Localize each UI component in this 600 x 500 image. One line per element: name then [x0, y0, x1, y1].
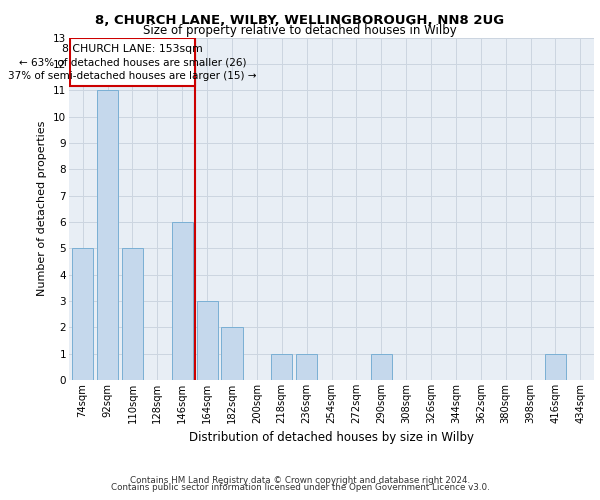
Y-axis label: Number of detached properties: Number of detached properties — [37, 121, 47, 296]
Bar — [221, 328, 242, 380]
Text: Contains public sector information licensed under the Open Government Licence v3: Contains public sector information licen… — [110, 484, 490, 492]
X-axis label: Distribution of detached houses by size in Wilby: Distribution of detached houses by size … — [189, 432, 474, 444]
Text: Contains HM Land Registry data © Crown copyright and database right 2024.: Contains HM Land Registry data © Crown c… — [130, 476, 470, 485]
Bar — [371, 354, 392, 380]
Bar — [197, 301, 218, 380]
FancyBboxPatch shape — [70, 38, 194, 86]
Text: 37% of semi-detached houses are larger (15) →: 37% of semi-detached houses are larger (… — [8, 71, 257, 81]
Bar — [545, 354, 566, 380]
Text: Size of property relative to detached houses in Wilby: Size of property relative to detached ho… — [143, 24, 457, 37]
Bar — [122, 248, 143, 380]
Text: 8, CHURCH LANE, WILBY, WELLINGBOROUGH, NN8 2UG: 8, CHURCH LANE, WILBY, WELLINGBOROUGH, N… — [95, 14, 505, 27]
Bar — [97, 90, 118, 380]
Bar — [296, 354, 317, 380]
Text: ← 63% of detached houses are smaller (26): ← 63% of detached houses are smaller (26… — [19, 58, 246, 68]
Text: 8 CHURCH LANE: 153sqm: 8 CHURCH LANE: 153sqm — [62, 44, 203, 54]
Bar — [72, 248, 93, 380]
Bar — [271, 354, 292, 380]
Bar — [172, 222, 193, 380]
